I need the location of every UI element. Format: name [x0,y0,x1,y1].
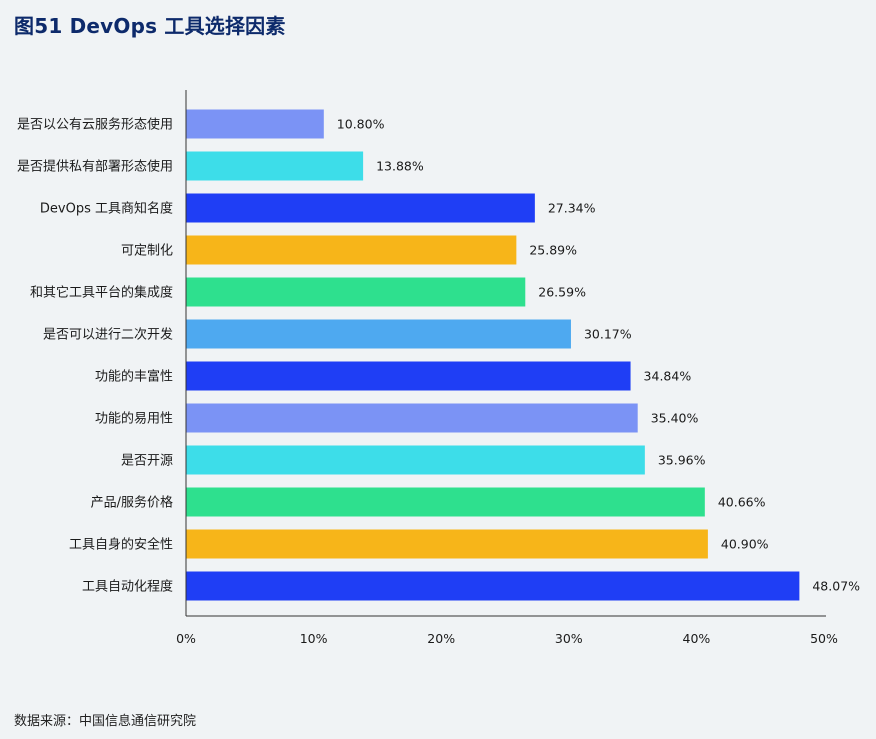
value-label-10: 40.90% [721,537,769,552]
bar-0 [186,109,324,139]
x-tick-label-5: 50% [810,631,838,646]
category-label-9: 产品/服务价格 [91,495,173,511]
category-label-0: 是否以公有云服务形态使用 [17,117,173,133]
category-label-1: 是否提供私有部署形态使用 [17,159,173,175]
bar-3 [186,235,517,265]
bar-5 [186,319,571,349]
bar-8 [186,445,645,475]
category-label-3: 可定制化 [121,244,173,259]
value-labels-layer: 10.80% 13.88% 27.34% 25.89% 26.59% 30.17% 34.8… [337,117,860,594]
bar-9 [186,487,705,517]
value-label-11: 48.07% [812,579,860,594]
x-tick-label-2: 20% [427,631,455,646]
bar-10 [186,529,708,559]
bar-7 [186,403,638,433]
x-tick-label-4: 40% [683,631,711,646]
bars-layer [186,109,800,601]
bar-6 [186,361,631,391]
value-label-0: 10.80% [337,117,385,132]
category-label-4: 和其它工具平台的集成度 [30,285,173,301]
x-tick-label-3: 30% [555,631,583,646]
value-label-8: 35.96% [658,453,706,468]
category-label-11: 工具自动化程度 [82,579,173,595]
category-label-5: 是否可以进行二次开发 [43,327,173,343]
bar-1 [186,151,364,181]
category-label-2: DevOps 工具商知名度 [40,201,173,217]
chart-title: 图51 DevOps 工具选择因素 [14,14,286,38]
value-label-7: 35.40% [651,411,699,426]
value-label-9: 40.66% [718,495,766,510]
bar-11 [186,571,800,601]
value-label-1: 13.88% [376,159,424,174]
value-label-3: 25.89% [529,243,577,258]
x-tick-labels-layer: 0% 10% 20% 30% 40% 50% [176,631,838,646]
bar-4 [186,277,526,307]
category-label-7: 功能的易用性 [95,411,173,427]
x-tick-label-1: 10% [300,631,328,646]
data-source-note: 数据来源：中国信息通信研究院 [14,714,197,729]
category-label-10: 工具自身的安全性 [69,537,173,553]
x-tick-label-0: 0% [176,631,196,646]
category-label-6: 功能的丰富性 [95,369,173,385]
value-label-2: 27.34% [548,201,596,216]
category-label-8: 是否开源 [121,454,173,469]
value-label-6: 34.84% [644,369,692,384]
value-label-4: 26.59% [538,285,586,300]
bar-2 [186,193,535,223]
value-label-5: 30.17% [584,327,632,342]
